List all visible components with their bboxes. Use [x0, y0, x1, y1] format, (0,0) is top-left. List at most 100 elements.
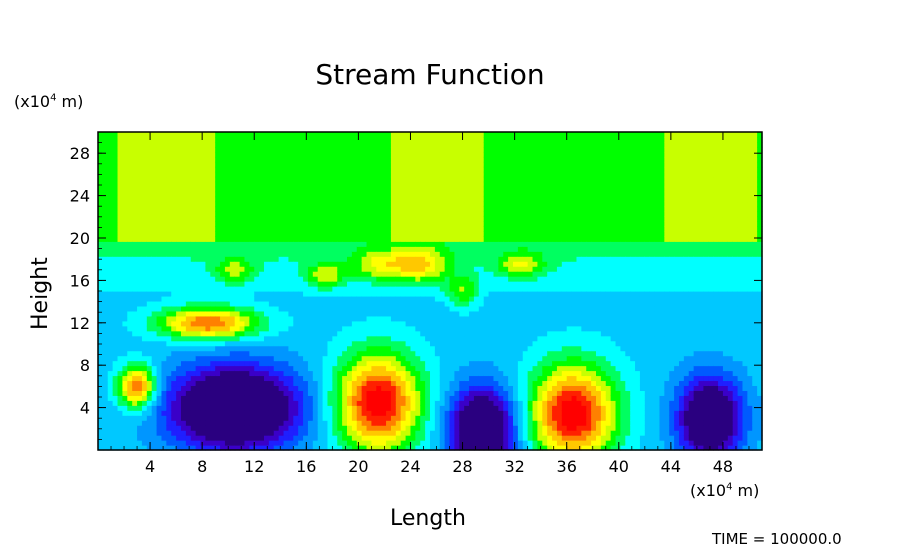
contour-cell [244, 221, 250, 228]
contour-cell [264, 236, 270, 242]
contour-cell [273, 410, 280, 416]
contour-cell [190, 425, 197, 431]
contour-cell [244, 181, 250, 188]
contour-cell [171, 201, 177, 208]
contour-cell [234, 410, 241, 416]
contour-cell [205, 236, 211, 242]
contour-cell [278, 415, 285, 421]
contour-cell [473, 206, 480, 213]
contour-cell [347, 206, 353, 213]
contour-cell [390, 271, 397, 277]
contour-cell [312, 335, 319, 342]
contour-cell [464, 191, 470, 198]
contour-cell [151, 295, 158, 302]
contour-cell [283, 226, 290, 232]
contour-cell [361, 295, 368, 302]
contour-cell [327, 236, 333, 242]
contour-cell [347, 291, 353, 297]
contour-cell [171, 350, 177, 357]
contour-cell [249, 405, 255, 411]
contour-cell [366, 196, 373, 203]
contour-cell [361, 241, 368, 247]
contour-cell [381, 330, 387, 337]
contour-cell [439, 196, 446, 203]
contour-cell [322, 365, 329, 372]
contour-cell [434, 281, 441, 287]
contour-cell [156, 375, 163, 382]
contour-cell [141, 300, 148, 307]
contour-cell [395, 216, 402, 223]
contour-cell [322, 400, 329, 406]
contour-cell [234, 385, 241, 391]
contour-cell [278, 320, 285, 327]
contour-cell [395, 445, 402, 451]
contour-cell [298, 146, 304, 153]
contour-cell [215, 196, 221, 203]
contour-cell [195, 395, 202, 401]
contour-cell [283, 380, 290, 387]
contour-cell [137, 146, 143, 153]
contour-cell [342, 141, 348, 148]
contour-cell [122, 445, 128, 451]
contour-cell [220, 400, 226, 406]
contour-cell [132, 266, 138, 272]
contour-cell [176, 435, 182, 441]
contour-cell [166, 445, 172, 451]
contour-cell [332, 330, 338, 337]
contour-cell [351, 171, 358, 178]
contour-cell [371, 166, 377, 173]
contour-cell [229, 365, 236, 372]
contour-cell [268, 141, 275, 148]
contour-cell [293, 430, 299, 436]
contour-cell [337, 206, 343, 213]
contour-cell [420, 350, 426, 357]
contour-cell [332, 151, 338, 158]
contour-cell [473, 271, 480, 277]
contour-cell [176, 370, 182, 377]
contour-cell [190, 216, 197, 223]
contour-cell [347, 271, 353, 277]
contour-cell [459, 320, 465, 327]
contour-cell [439, 246, 446, 252]
contour-cell [249, 201, 255, 208]
contour-cell [146, 335, 153, 342]
contour-cell [288, 221, 294, 228]
contour-cell [224, 196, 231, 203]
contour-cell [161, 136, 167, 143]
contour-cell [185, 246, 192, 252]
contour-cell [122, 370, 128, 377]
contour-cell [273, 201, 280, 208]
contour-cell [327, 420, 333, 426]
contour-cell [268, 420, 275, 426]
contour-cell [239, 281, 246, 287]
contour-cell [166, 201, 172, 208]
contour-cell [254, 385, 260, 391]
contour-cell [195, 201, 202, 208]
contour-cell [469, 360, 475, 367]
contour-cell [317, 355, 324, 362]
contour-cell [98, 181, 104, 188]
contour-cell [405, 315, 412, 322]
contour-cell [268, 410, 275, 416]
contour-cell [449, 206, 456, 213]
contour-cell [239, 410, 246, 416]
contour-cell [469, 271, 475, 277]
contour-cell [151, 246, 158, 252]
contour-cell [415, 271, 421, 277]
contour-cell [410, 196, 416, 203]
contour-cell [264, 286, 270, 292]
contour-cell [283, 141, 290, 148]
contour-cell [303, 251, 309, 257]
contour-cell [376, 251, 382, 257]
contour-cell [220, 191, 226, 198]
contour-cell [210, 151, 216, 158]
contour-cell [293, 420, 299, 426]
contour-cell [332, 315, 338, 322]
contour-cell [244, 291, 250, 297]
contour-cell [190, 231, 197, 237]
contour-cell [400, 420, 407, 426]
contour-cell [386, 231, 392, 237]
contour-cell [215, 156, 221, 163]
contour-cell [278, 186, 285, 193]
contour-cell [307, 166, 314, 173]
